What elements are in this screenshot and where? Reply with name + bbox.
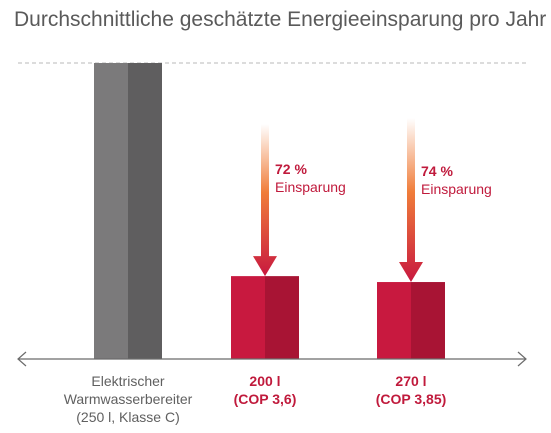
category-label-line: Warmwasserbereiter [63, 391, 193, 407]
bar-1-left [231, 276, 265, 359]
chart-title: Durchschnittliche geschätzte Energieeins… [14, 8, 547, 31]
x-axis-right-arrow [517, 351, 527, 367]
saving-percent: 74 % [421, 163, 453, 179]
bar-0-right [128, 63, 162, 359]
saving-label-0: 72 % Einsparung [275, 160, 346, 196]
saving-arrow-0 [253, 124, 277, 277]
category-label-line: (250 l, Klasse C) [76, 409, 180, 425]
bar-2-left [377, 282, 411, 359]
saving-word: Einsparung [275, 179, 346, 195]
x-axis-left-arrow [17, 351, 27, 367]
category-label-line: (COP 3,85) [375, 391, 447, 407]
saving-word: Einsparung [421, 181, 492, 197]
saving-arrow-1 [399, 118, 423, 283]
category-label-2: 270 l (COP 3,85) [336, 372, 486, 408]
category-label-line: 200 l [249, 373, 281, 389]
category-label-line: Elektrischer [91, 373, 165, 389]
category-label-0: Elektrischer Warmwasserbereiter (250 l, Kl… [53, 372, 203, 426]
bar-2-right [411, 282, 445, 359]
category-label-line: 270 l [395, 373, 427, 389]
category-label-1: 200 l (COP 3,6) [190, 372, 340, 408]
category-label-line: (COP 3,6) [233, 391, 297, 407]
saving-label-1: 74 % Einsparung [421, 162, 492, 198]
saving-percent: 72 % [275, 161, 307, 177]
bar-0-left [94, 63, 128, 359]
bar-1-right [265, 276, 299, 359]
